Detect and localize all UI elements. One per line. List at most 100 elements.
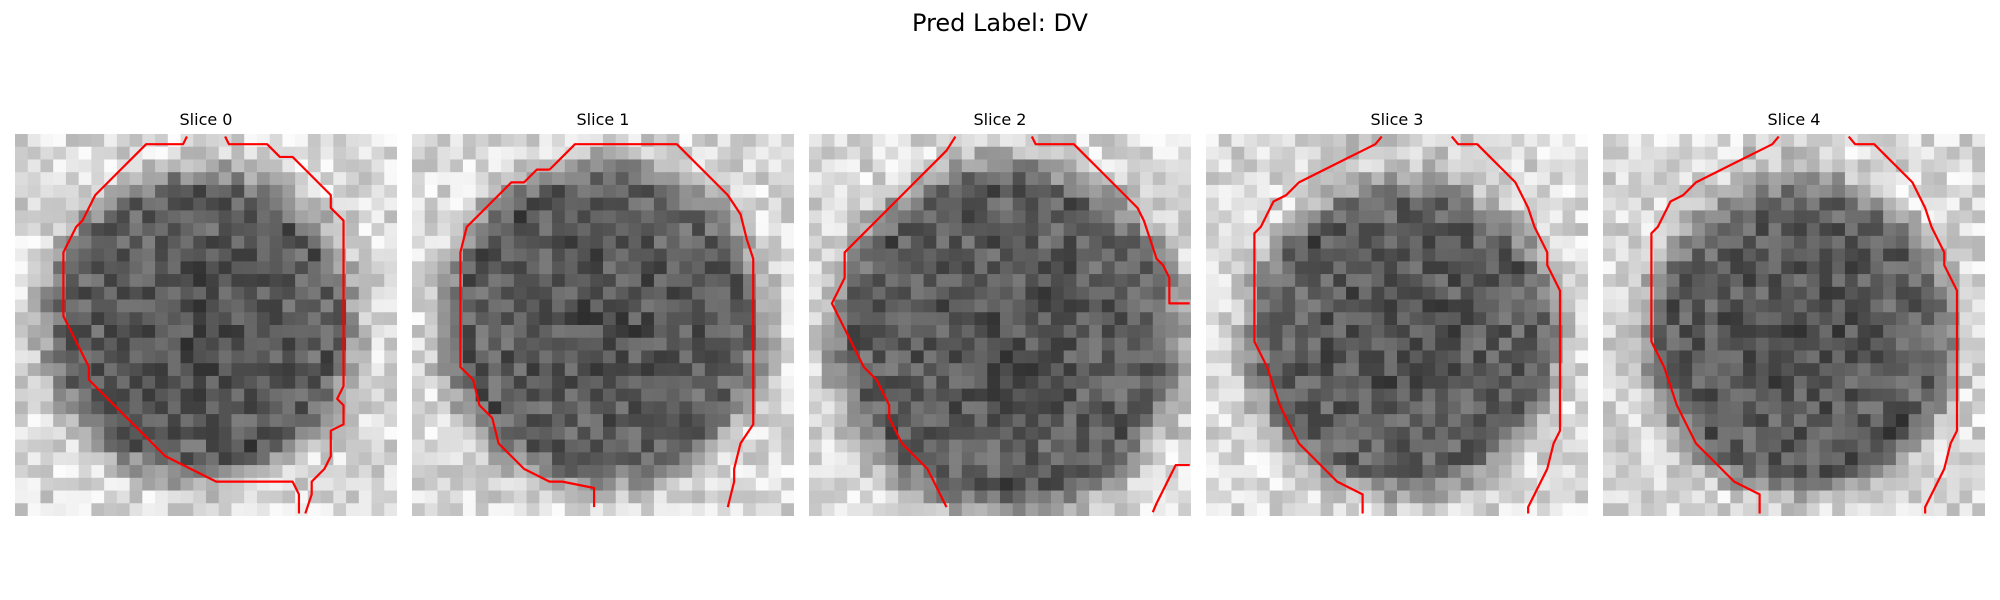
pixel-cell [898, 146, 912, 161]
pixel-cell [206, 465, 220, 479]
pixel-cell [1575, 388, 1588, 402]
pixel-cell [666, 439, 680, 453]
pixel-cell [1320, 299, 1334, 313]
pixel-cell [1704, 159, 1719, 173]
pixel-cell [1320, 439, 1334, 453]
pixel-cell [1781, 159, 1795, 173]
pixel-cell [1000, 223, 1014, 237]
pixel-cell [1679, 299, 1693, 313]
pixel-cell [1397, 261, 1411, 275]
pixel-cell [834, 184, 848, 199]
pixel-cell [1524, 401, 1538, 415]
pixel-cell [1806, 477, 1821, 492]
pixel-cell [641, 452, 655, 466]
pixel-cell [1549, 172, 1564, 186]
pixel-cell [371, 325, 385, 339]
pixel-cell [1603, 388, 1617, 402]
pixel-cell [590, 312, 604, 326]
pixel-cell [1269, 235, 1283, 250]
pixel-cell [1717, 439, 1731, 453]
pixel-cell [628, 388, 642, 402]
pixel-cell [256, 159, 271, 173]
pixel-cell [987, 299, 1001, 313]
pixel-cell [1063, 223, 1077, 237]
pixel-cell [1562, 134, 1576, 148]
pixel-cell [256, 146, 271, 161]
pixel-cell [91, 312, 105, 326]
pixel-cell [371, 261, 385, 275]
pixel-cell [1127, 210, 1141, 224]
pixel-cell [501, 299, 515, 313]
pixel-cell [1883, 261, 1897, 275]
pixel-cell [1755, 426, 1770, 441]
pixel-cell [1743, 223, 1757, 237]
pixel-cell [1959, 465, 1973, 479]
pixel-cell [206, 261, 220, 275]
pixel-cell [1409, 312, 1424, 326]
pixel-cell [1844, 325, 1859, 339]
pixel-cell [1206, 490, 1220, 504]
pixel-cell [1615, 439, 1630, 453]
pixel-cell [1447, 197, 1462, 211]
pixel-cell [91, 426, 105, 441]
pixel-cell [1025, 146, 1039, 161]
pixel-cell [872, 363, 886, 377]
pixel-cell [1883, 235, 1897, 250]
pixel-cell [1447, 477, 1462, 492]
pixel-cell [437, 299, 451, 313]
pixel-cell [91, 159, 105, 173]
pixel-cell [847, 401, 861, 415]
pixel-cell [27, 274, 42, 288]
pixel-cell [1282, 465, 1296, 479]
pixel-cell [65, 503, 80, 516]
slice-title-2: Slice 2 [973, 110, 1027, 129]
pixel-cell [781, 210, 794, 224]
pixel-cell [1165, 439, 1179, 453]
pixel-cell [1435, 261, 1449, 275]
pixel-cell [1524, 350, 1538, 364]
pixel-cell [1358, 184, 1373, 199]
pixel-cell [898, 261, 912, 275]
pixel-cell [1358, 261, 1373, 275]
pixel-cell [1628, 388, 1642, 402]
pixel-cell [1562, 299, 1576, 313]
pixel-cell [65, 465, 80, 479]
pixel-cell [1218, 414, 1233, 428]
pixel-cell [1653, 184, 1668, 199]
pixel-cell [346, 503, 360, 516]
pixel-cell [53, 299, 67, 313]
pixel-cell [206, 375, 220, 390]
pixel-cell [462, 350, 477, 364]
pixel-cell [1704, 299, 1719, 313]
pixel-cell [231, 439, 245, 453]
pixel-cell [65, 375, 80, 390]
pixel-cell [539, 401, 553, 415]
pixel-cell [1844, 312, 1859, 326]
pixel-cell [781, 261, 794, 275]
pixel-cell [1486, 452, 1500, 466]
pixel-cell [1358, 439, 1373, 453]
pixel-cell [206, 172, 220, 186]
pixel-cell [1883, 477, 1897, 492]
pixel-cell [488, 248, 502, 262]
pixel-cell [142, 350, 156, 364]
pixel-cell [743, 159, 757, 173]
pixel-cell [1832, 350, 1846, 364]
pixel-cell [923, 490, 937, 504]
pixel-cell [1165, 363, 1179, 377]
pixel-cell [1178, 439, 1191, 453]
pixel-cell [488, 503, 502, 516]
pixel-cell [1244, 261, 1258, 275]
pixel-cell [167, 172, 182, 186]
pixel-cell [1575, 159, 1588, 173]
pixel-cell [437, 286, 451, 301]
pixel-cell [1511, 439, 1525, 453]
pixel-cell [615, 299, 630, 313]
pixel-cell [1641, 439, 1655, 453]
pixel-cell [384, 223, 397, 237]
pixel-cell [755, 172, 770, 186]
pixel-cell [1307, 159, 1322, 173]
pixel-cell [1231, 172, 1245, 186]
pixel-cell [1178, 299, 1191, 313]
pixel-cell [104, 223, 118, 237]
